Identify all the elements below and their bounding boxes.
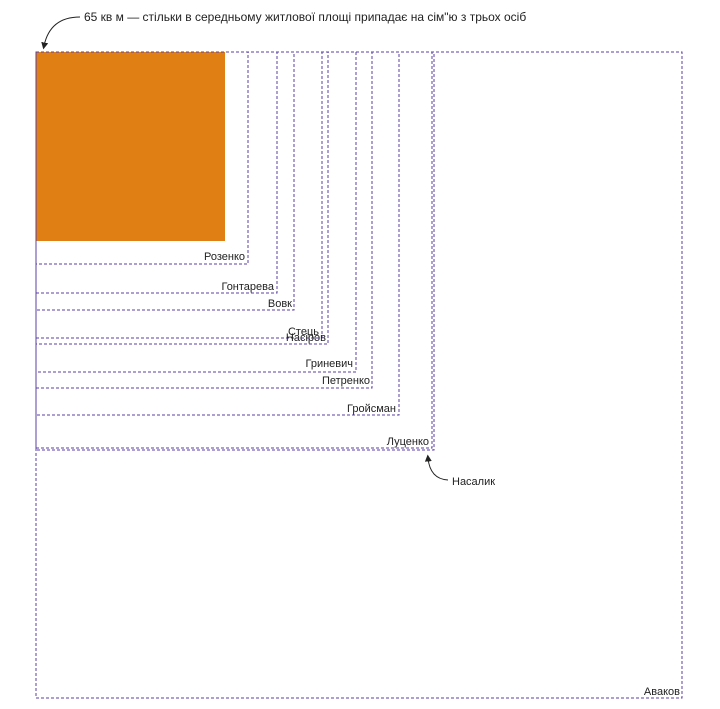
label-hrynevych: Гриневич	[305, 358, 353, 370]
reference-square	[36, 52, 225, 241]
label-stets: Стець	[288, 326, 319, 338]
square-rozenko	[35, 51, 249, 265]
top-annotation-arrow	[41, 16, 81, 50]
label-petrenko: Петренко	[322, 375, 370, 387]
square-outlines	[35, 51, 683, 699]
label-groisman: Гройсман	[347, 403, 396, 415]
label-avakov: Аваков	[644, 686, 680, 698]
label-vovk: Вовк	[268, 298, 292, 310]
label-lutsenko: Луценко	[387, 436, 429, 448]
top-annotation: 65 кв м — стільки в середньому житлової …	[84, 10, 526, 24]
nasalyk-arrow	[424, 454, 449, 481]
label-hontareva: Гонтарева	[221, 281, 274, 293]
label-rozenko: Розенко	[204, 251, 245, 263]
label-nasalyk: Насалик	[452, 476, 495, 488]
label-nasirov: Насіров	[286, 332, 326, 344]
